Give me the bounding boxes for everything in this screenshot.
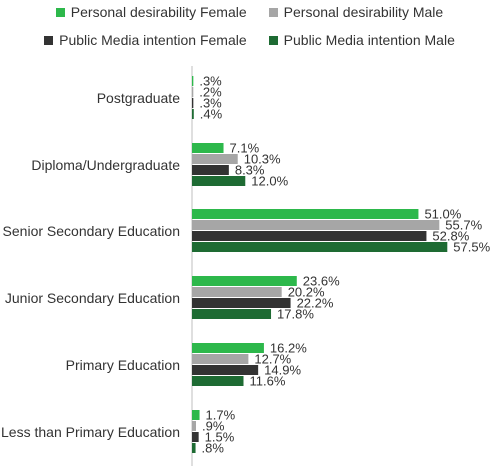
data-label: 14.9%: [264, 363, 301, 378]
data-label: 23.6%: [303, 274, 340, 289]
data-label: .9%: [202, 419, 225, 434]
bar: [192, 432, 199, 442]
data-label: 22.2%: [297, 296, 334, 311]
legend-swatch-personal-male: [268, 7, 278, 17]
legend-row-1: Personal desirability Female Personal de…: [0, 4, 499, 20]
legend-swatch-media-female: [44, 35, 54, 45]
bar: [192, 443, 196, 453]
data-label: 57.5%: [453, 240, 490, 255]
bar: [192, 287, 282, 297]
data-label: .8%: [202, 441, 225, 456]
bar: [192, 421, 196, 431]
legend-label-media-female: Public Media intention Female: [59, 32, 247, 48]
legend-row-2: Public Media intention Female Public Med…: [0, 32, 499, 48]
bar: [192, 209, 419, 219]
data-label: 12.7%: [254, 352, 291, 367]
bar: [192, 143, 224, 153]
data-label: 17.8%: [277, 307, 314, 322]
data-label: .4%: [200, 107, 223, 122]
legend-label-media-male: Public Media intention Male: [283, 32, 455, 48]
bar: [192, 376, 244, 386]
data-label: 20.2%: [288, 285, 325, 300]
bar: [192, 154, 238, 164]
data-label: 51.0%: [424, 207, 461, 222]
data-label: 11.6%: [250, 374, 286, 389]
category-label: Junior Secondary Education: [5, 290, 180, 306]
bar: [192, 165, 229, 175]
bar: [192, 309, 272, 319]
bar: [192, 365, 259, 375]
data-label: 7.1%: [230, 141, 260, 156]
bar: [192, 276, 297, 286]
data-label: 12.0%: [251, 174, 288, 189]
bar: [192, 220, 440, 230]
data-label: .3%: [199, 96, 222, 111]
data-label: 10.3%: [244, 152, 281, 167]
data-label: .2%: [199, 85, 222, 100]
bar: [192, 298, 291, 308]
bar: [192, 410, 200, 420]
category-label: Primary Education: [66, 357, 180, 373]
bar: [192, 242, 448, 252]
bar: [192, 231, 427, 241]
data-label: .3%: [199, 74, 222, 89]
category-label: Less than Primary Education: [1, 424, 180, 440]
data-label: 55.7%: [445, 218, 482, 233]
bar: [192, 87, 194, 97]
data-label: 1.5%: [205, 430, 235, 445]
bar: [192, 354, 249, 364]
bar: [192, 109, 194, 119]
legend-label-personal-female: Personal desirability Female: [70, 4, 247, 20]
category-label: Senior Secondary Education: [3, 223, 180, 239]
legend-item-media-female: Public Media intention Female: [44, 32, 247, 48]
data-label: 16.2%: [270, 341, 307, 356]
bar: [192, 343, 264, 353]
legend-swatch-media-male: [268, 35, 278, 45]
category-label: Diploma/Undergraduate: [31, 157, 180, 173]
data-label: 52.8%: [432, 229, 469, 244]
bar: [192, 176, 246, 186]
bar: [192, 76, 194, 86]
data-label: 1.7%: [206, 408, 236, 423]
legend-item-media-male: Public Media intention Male: [268, 32, 455, 48]
legend-item-personal-male: Personal desirability Male: [268, 4, 444, 20]
legend-swatch-personal-female: [55, 7, 65, 17]
category-label: Postgraduate: [97, 90, 180, 106]
legend-label-personal-male: Personal desirability Male: [283, 4, 444, 20]
data-label: 8.3%: [235, 163, 265, 178]
bar: [192, 98, 194, 108]
legend-item-personal-female: Personal desirability Female: [55, 4, 247, 20]
